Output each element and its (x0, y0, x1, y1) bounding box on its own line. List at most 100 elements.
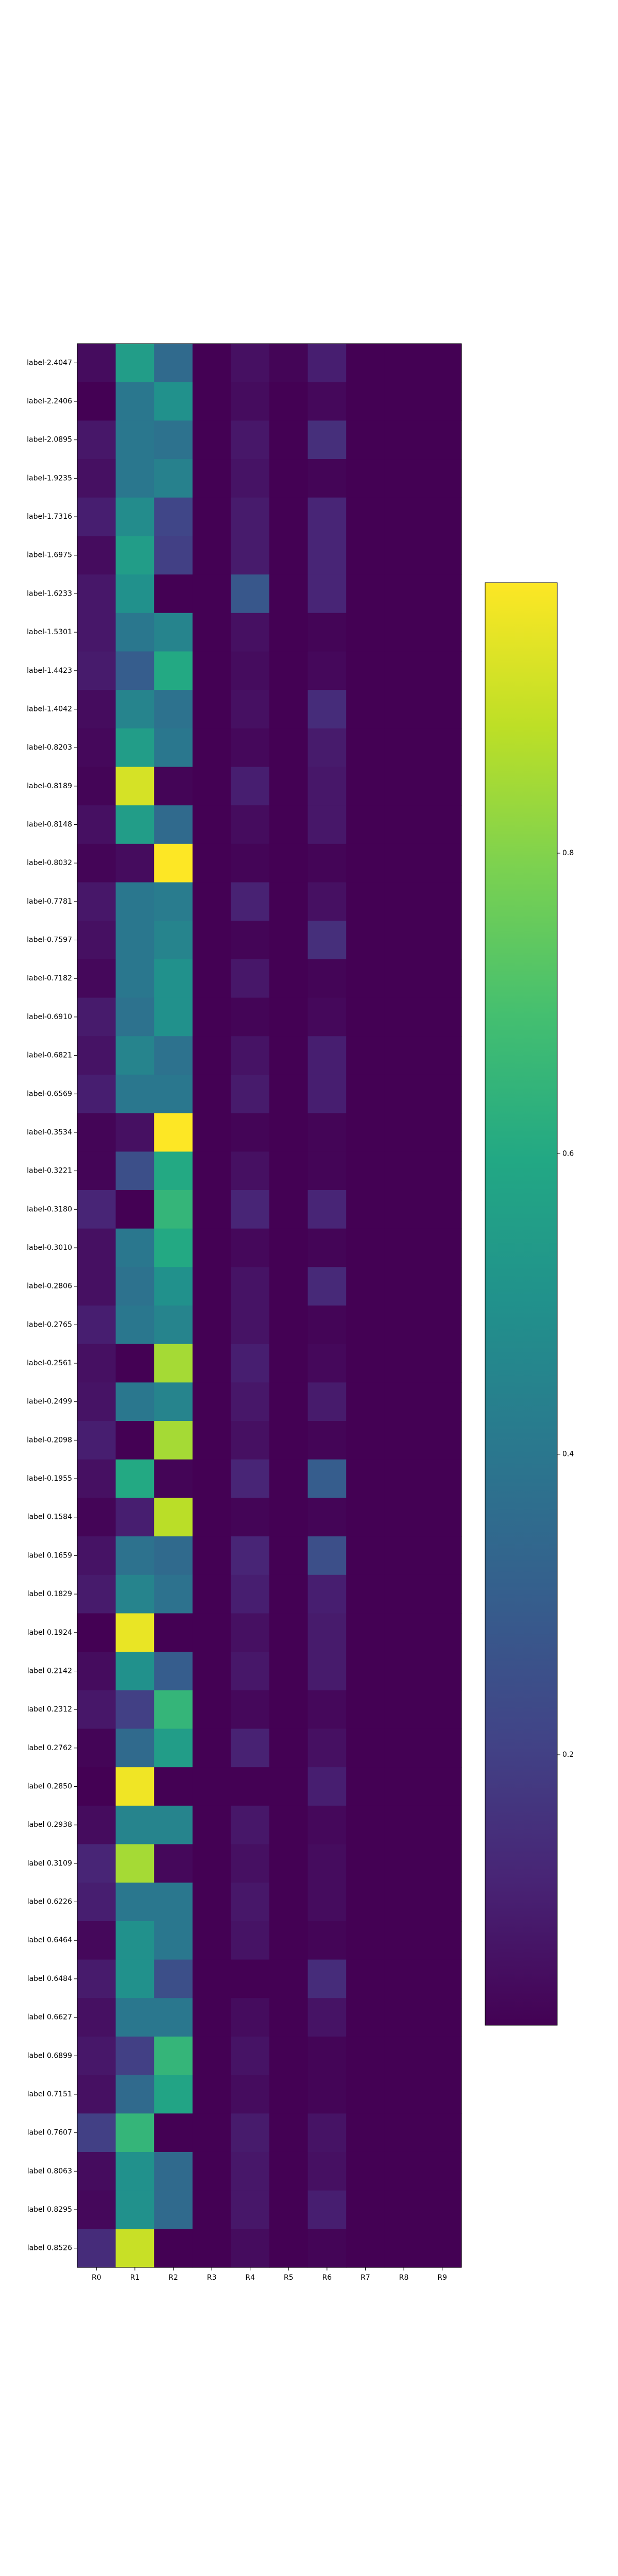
heatmap-cell (154, 2190, 193, 2229)
row-label: label-0.8189 (27, 782, 72, 790)
heatmap-cell (423, 1267, 462, 1306)
heatmap-cell (192, 1805, 231, 1845)
heatmap-cell (346, 1498, 385, 1537)
heatmap-cell (115, 1228, 154, 1267)
heatmap-cell (77, 1498, 116, 1537)
heatmap-cell (307, 1267, 347, 1306)
heatmap-cell (77, 2229, 116, 2268)
heatmap-cell (423, 1805, 462, 1845)
heatmap-cell (192, 921, 231, 960)
heatmap-cell (269, 1805, 308, 1845)
heatmap-cell (231, 2151, 270, 2191)
heatmap-cell (154, 690, 193, 729)
heatmap-cell (77, 2151, 116, 2191)
heatmap-cell (269, 1306, 308, 1345)
heatmap-cell (154, 1267, 193, 1306)
heatmap-cell (307, 1921, 347, 1960)
heatmap-cell (77, 921, 116, 960)
heatmap-cell (154, 805, 193, 844)
row-label: label 0.7607 (27, 2129, 72, 2137)
heatmap-cell (423, 1883, 462, 1922)
heatmap-cell (154, 1921, 193, 1960)
heatmap-cell (192, 459, 231, 498)
heatmap-cell (115, 2075, 154, 2114)
heatmap-cell (115, 1652, 154, 1691)
heatmap-cell (231, 651, 270, 690)
heatmap-cell (307, 1844, 347, 1883)
heatmap-cell (269, 2229, 308, 2268)
heatmap-cell (269, 1767, 308, 1806)
heatmap-cell (384, 1267, 423, 1306)
heatmap-cell (307, 1652, 347, 1691)
heatmap-cell (154, 1728, 193, 1768)
heatmap-cell (269, 1652, 308, 1691)
heatmap-cell (269, 1998, 308, 2037)
heatmap-cells (77, 344, 462, 2268)
heatmap-cell (77, 1652, 116, 1691)
heatmap-cell (346, 1382, 385, 1421)
heatmap-cell (269, 1574, 308, 1614)
heatmap-cell (77, 1036, 116, 1075)
heatmap-cell (231, 1844, 270, 1883)
row-label: label 0.8063 (27, 2167, 72, 2175)
heatmap-cell (115, 459, 154, 498)
heatmap-cell (384, 2036, 423, 2076)
heatmap-cell (154, 574, 193, 614)
heatmap-cell (384, 1459, 423, 1498)
heatmap-cell (231, 1267, 270, 1306)
heatmap-cell (346, 1883, 385, 1922)
heatmap-cell (384, 2075, 423, 2114)
heatmap-cell (307, 613, 347, 652)
heatmap-cell (384, 1921, 423, 1960)
heatmap-cell (231, 1613, 270, 1652)
row-label: label-2.2406 (27, 397, 72, 405)
row-label: label 0.2850 (27, 1783, 72, 1791)
heatmap-cell (269, 1113, 308, 1152)
row-label: label-2.0895 (27, 436, 72, 444)
heatmap-cell (346, 882, 385, 921)
heatmap-cell (384, 497, 423, 536)
heatmap-cell (192, 843, 231, 883)
heatmap-cell (384, 1728, 423, 1768)
heatmap-cell (154, 882, 193, 921)
heatmap-cell (384, 921, 423, 960)
column-label: R3 (207, 2274, 217, 2282)
row-label: label-0.2765 (27, 1320, 72, 1329)
heatmap-cell (154, 497, 193, 536)
heatmap-cell (307, 690, 347, 729)
heatmap-cell (77, 1998, 116, 2037)
heatmap-cell (269, 1459, 308, 1498)
heatmap-cell (423, 1613, 462, 1652)
heatmap-frame (77, 343, 462, 2268)
row-label: label-1.5301 (27, 628, 72, 636)
heatmap-cell (384, 2190, 423, 2229)
heatmap-cell (269, 882, 308, 921)
heatmap-cell (346, 1844, 385, 1883)
heatmap-cell (346, 2036, 385, 2076)
heatmap-cell (269, 1498, 308, 1537)
heatmap-cell (423, 1421, 462, 1460)
heatmap-cell (423, 497, 462, 536)
heatmap-cell (115, 1959, 154, 1998)
heatmap-cell (269, 1036, 308, 1075)
heatmap-cell (346, 767, 385, 806)
heatmap-cell (77, 382, 116, 421)
heatmap-cell (423, 344, 462, 383)
heatmap-cell (384, 1536, 423, 1575)
heatmap-cell (423, 2151, 462, 2191)
heatmap-cell (423, 690, 462, 729)
heatmap-cell (269, 690, 308, 729)
heatmap-cell (423, 1113, 462, 1152)
heatmap-cell (423, 1574, 462, 1614)
heatmap-cell (154, 1883, 193, 1922)
heatmap-cell (346, 459, 385, 498)
heatmap-cell (115, 1728, 154, 1768)
heatmap-cell (384, 1998, 423, 2037)
row-label: label 0.3109 (27, 1859, 72, 1868)
row-label: label-1.6233 (27, 589, 72, 598)
heatmap-cell (269, 728, 308, 768)
heatmap-cell (384, 651, 423, 690)
heatmap-cell (192, 1652, 231, 1691)
row-label: label 0.6464 (27, 1936, 72, 1944)
heatmap-cell (192, 2190, 231, 2229)
